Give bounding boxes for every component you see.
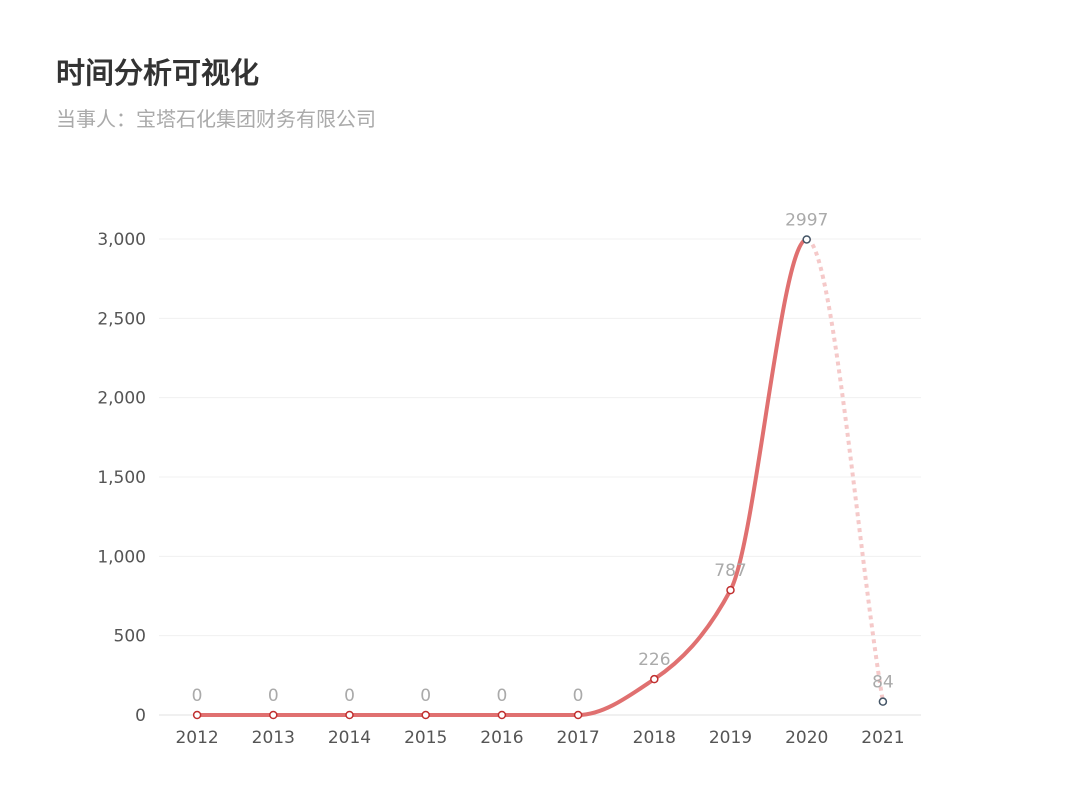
data-point [802,235,811,244]
data-point [573,710,583,720]
data-point [726,585,735,595]
data-label: 0 [573,686,584,706]
y-tick-label: 2,000 [97,389,146,409]
data-label: 2997 [785,210,828,230]
data-point [497,710,507,720]
page-subtitle: 当事人：宝塔石化集团财务有限公司 [56,107,376,131]
x-tick-label: 2017 [556,728,599,748]
data-point [345,710,354,720]
y-tick-label: 1,000 [97,547,146,567]
data-label: 0 [496,686,507,706]
data-label: 0 [192,686,203,706]
series-line-dotted [805,237,885,702]
x-tick-label: 2021 [861,728,904,748]
x-tick-label: 2012 [175,728,218,748]
x-tick-label: 2020 [785,728,828,748]
x-tick-label: 2019 [709,728,752,748]
x-tick-label: 2015 [404,728,447,748]
x-tick-label: 2018 [633,728,676,748]
y-tick-label: 0 [135,706,146,726]
data-point [192,710,202,720]
data-label: 226 [638,650,670,670]
data-point [878,697,888,706]
data-label: 0 [344,686,355,706]
series-line [197,237,808,718]
data-label: 84 [872,673,894,693]
y-tick-label: 3,000 [97,230,146,250]
x-tick-label: 2014 [328,728,371,748]
y-tick-label: 2,500 [97,309,146,329]
data-label: 0 [420,686,431,706]
data-point [421,710,430,720]
data-label: 0 [268,686,279,706]
y-tick-label: 500 [114,627,146,647]
page-title: 时间分析可视化 [56,56,260,90]
data-point [269,710,278,720]
x-tick-label: 2013 [252,728,295,748]
data-label: 787 [714,561,746,581]
data-point [650,674,659,684]
y-tick-label: 1,500 [97,468,146,488]
x-tick-label: 2016 [480,728,523,748]
